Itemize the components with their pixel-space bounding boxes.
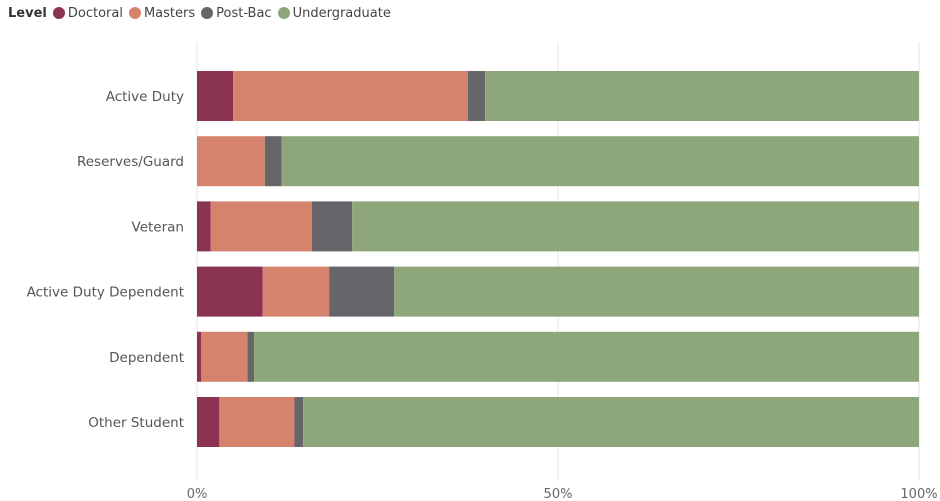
bar-reserves-guard-post-bac[interactable] [264, 136, 282, 187]
bar-active-duty-dependent-doctoral[interactable] [197, 266, 263, 317]
category-label-active-duty: Active Duty [106, 89, 184, 105]
legend-label-masters: Masters [143, 5, 196, 21]
category-label-reserves-guard: Reserves/Guard [77, 154, 184, 170]
bar-veteran-post-bac[interactable] [311, 201, 353, 252]
legend-item-post-bac[interactable]: Post-Bac [201, 5, 272, 21]
bar-reserves-guard-undergraduate[interactable] [281, 136, 919, 187]
bar-other-student-masters[interactable] [219, 397, 295, 447]
bar-active-duty-doctoral[interactable] [197, 71, 234, 121]
bar-reserves-guard-masters[interactable] [197, 136, 265, 187]
bar-active-duty-masters[interactable] [233, 71, 468, 121]
bar-veteran-undergraduate[interactable] [352, 201, 920, 252]
legend-swatch-doctoral [52, 7, 65, 19]
category-label-other-student: Other Student [88, 415, 184, 431]
legend-label-undergraduate: Undergraduate [292, 5, 391, 21]
x-axis-ticks: 0% 50% 100% [187, 487, 938, 501]
bar-other-student-post-bac[interactable] [294, 397, 304, 447]
x-tick-label-100: 100% [900, 487, 937, 501]
bar-active-duty-post-bac[interactable] [467, 71, 486, 121]
bars [197, 71, 920, 447]
legend-title: Level [8, 5, 47, 21]
bar-dependent-undergraduate[interactable] [254, 331, 920, 382]
bar-veteran-masters[interactable] [210, 201, 312, 252]
x-tick-label-50: 50% [544, 487, 573, 501]
legend-swatch-masters [128, 7, 141, 19]
legend-label-post-bac: Post-Bac [216, 5, 272, 21]
legend-label-doctoral: Doctoral [67, 5, 123, 21]
category-labels: Active Duty Reserves/Guard Veteran Active D… [27, 89, 184, 431]
x-tick-label-0: 0% [187, 487, 208, 501]
bar-active-duty-dependent-undergraduate[interactable] [394, 266, 920, 317]
category-label-active-duty-dependent: Active Duty Dependent [27, 285, 184, 301]
category-label-veteran: Veteran [132, 219, 184, 235]
bar-active-duty-dependent-masters[interactable] [262, 266, 330, 317]
bar-dependent-doctoral[interactable] [197, 331, 202, 382]
bar-active-duty-undergraduate[interactable] [485, 71, 919, 121]
legend-swatch-undergraduate [277, 7, 290, 19]
bar-other-student-undergraduate[interactable] [303, 397, 919, 447]
legend: Level Doctoral Masters Post-Bac Undergra… [8, 2, 397, 24]
legend-item-undergraduate[interactable]: Undergraduate [277, 5, 391, 21]
bar-dependent-post-bac[interactable] [247, 331, 255, 382]
bar-veteran-doctoral[interactable] [197, 201, 211, 252]
legend-item-masters[interactable]: Masters [128, 5, 196, 21]
legend-swatch-post-bac [201, 7, 214, 19]
legend-item-doctoral[interactable]: Doctoral [52, 5, 123, 21]
bar-dependent-masters[interactable] [201, 331, 248, 382]
bar-other-student-doctoral[interactable] [197, 397, 220, 447]
bar-active-duty-dependent-post-bac[interactable] [329, 266, 395, 317]
category-label-dependent: Dependent [109, 350, 184, 366]
